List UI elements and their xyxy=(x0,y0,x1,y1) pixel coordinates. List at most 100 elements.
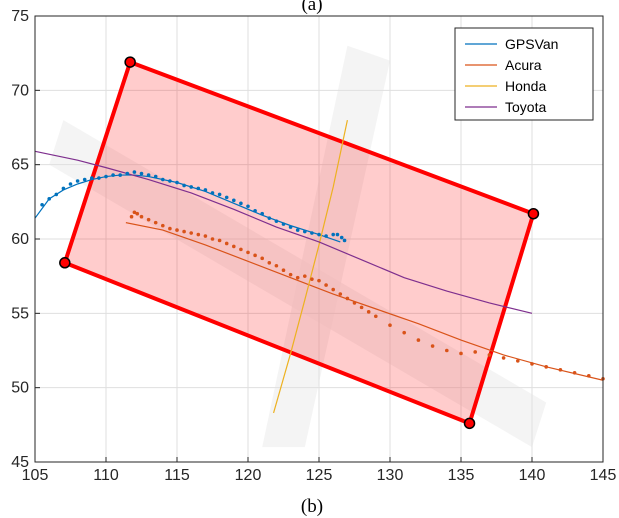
data-point xyxy=(132,170,137,174)
data-point xyxy=(153,220,158,225)
data-point xyxy=(239,201,243,206)
rectangle-corners xyxy=(59,56,540,430)
data-point xyxy=(161,177,165,182)
data-point xyxy=(303,274,307,278)
data-point xyxy=(253,253,257,258)
corner-marker xyxy=(527,207,540,220)
data-point xyxy=(459,351,463,356)
data-point xyxy=(182,183,186,188)
x-tick-label: 145 xyxy=(590,467,617,484)
data-point xyxy=(260,211,265,216)
legend-label: Toyota xyxy=(505,99,546,115)
y-tick-label: 45 xyxy=(11,454,29,471)
data-point xyxy=(111,173,115,177)
data-point xyxy=(338,292,343,296)
data-point xyxy=(129,214,134,219)
data-point xyxy=(335,232,340,237)
data-point xyxy=(281,268,286,273)
data-point xyxy=(97,176,101,180)
data-point xyxy=(303,229,307,234)
data-point xyxy=(217,238,222,243)
data-point xyxy=(118,173,122,177)
y-tick-label: 65 xyxy=(11,157,29,174)
data-point xyxy=(317,278,321,283)
y-tick-label: 55 xyxy=(11,305,29,322)
data-point xyxy=(75,179,80,183)
data-point xyxy=(189,185,193,189)
data-point xyxy=(310,231,314,235)
data-point xyxy=(217,192,222,197)
series-line-toyota xyxy=(34,150,533,314)
data-point xyxy=(544,365,548,369)
data-point xyxy=(430,344,435,348)
data-point xyxy=(295,275,300,280)
legend: GPSVan Acura Honda Toyota xyxy=(454,27,594,121)
data-point xyxy=(182,229,186,234)
data-point xyxy=(253,208,257,213)
data-point xyxy=(342,238,347,243)
data-point xyxy=(175,228,179,232)
data-point xyxy=(224,241,229,246)
data-point xyxy=(352,301,357,305)
data-point xyxy=(224,195,229,200)
data-point xyxy=(146,217,151,222)
data-point xyxy=(146,173,151,177)
data-point xyxy=(516,359,520,363)
data-point xyxy=(104,174,108,179)
caption-bottom: (b) xyxy=(301,496,323,517)
data-point xyxy=(267,216,272,220)
data-point xyxy=(203,234,208,238)
data-point xyxy=(324,283,328,287)
data-point xyxy=(267,260,272,265)
x-tick-label: 115 xyxy=(164,467,190,484)
data-point xyxy=(54,192,59,197)
data-point xyxy=(260,256,265,261)
data-point xyxy=(324,234,328,238)
corner-marker xyxy=(124,56,136,68)
data-point xyxy=(473,350,478,354)
series-line-honda xyxy=(272,119,348,414)
data-point xyxy=(359,305,364,310)
data-point xyxy=(175,180,179,185)
data-point xyxy=(487,353,492,357)
x-tick-label: 110 xyxy=(93,467,119,484)
data-point xyxy=(374,314,378,319)
data-point xyxy=(274,263,279,268)
data-point xyxy=(317,232,321,237)
data-point xyxy=(168,179,172,183)
data-point xyxy=(210,237,215,241)
data-point xyxy=(416,338,421,342)
legend-label: Honda xyxy=(505,78,546,94)
series-dots xyxy=(40,170,605,381)
data-point xyxy=(339,235,344,240)
data-point xyxy=(288,272,293,277)
x-tick-label: 140 xyxy=(519,467,546,484)
data-point xyxy=(445,348,449,353)
x-tick-label: 120 xyxy=(235,467,262,484)
data-point xyxy=(281,222,286,226)
x-tick-label: 135 xyxy=(448,467,475,484)
data-point xyxy=(90,176,94,180)
data-point xyxy=(168,226,172,231)
data-point xyxy=(246,204,250,209)
data-point xyxy=(189,231,193,235)
data-point xyxy=(366,310,371,314)
data-point xyxy=(61,186,66,191)
data-point xyxy=(310,277,314,281)
caption-top: (a) xyxy=(301,0,322,15)
data-point xyxy=(345,296,350,301)
data-point xyxy=(587,373,591,378)
x-tick-label: 125 xyxy=(306,467,333,484)
data-point xyxy=(82,177,87,182)
data-point xyxy=(161,223,165,228)
data-point xyxy=(501,356,506,360)
x-tick-label: 105 xyxy=(22,467,49,484)
data-point xyxy=(274,219,279,223)
data-point xyxy=(331,287,336,292)
data-point xyxy=(47,197,51,201)
y-tick-label: 70 xyxy=(11,82,29,99)
data-point xyxy=(388,323,392,328)
data-point xyxy=(210,191,215,195)
legend-label: GPSVan xyxy=(505,36,558,52)
data-point xyxy=(125,171,130,176)
